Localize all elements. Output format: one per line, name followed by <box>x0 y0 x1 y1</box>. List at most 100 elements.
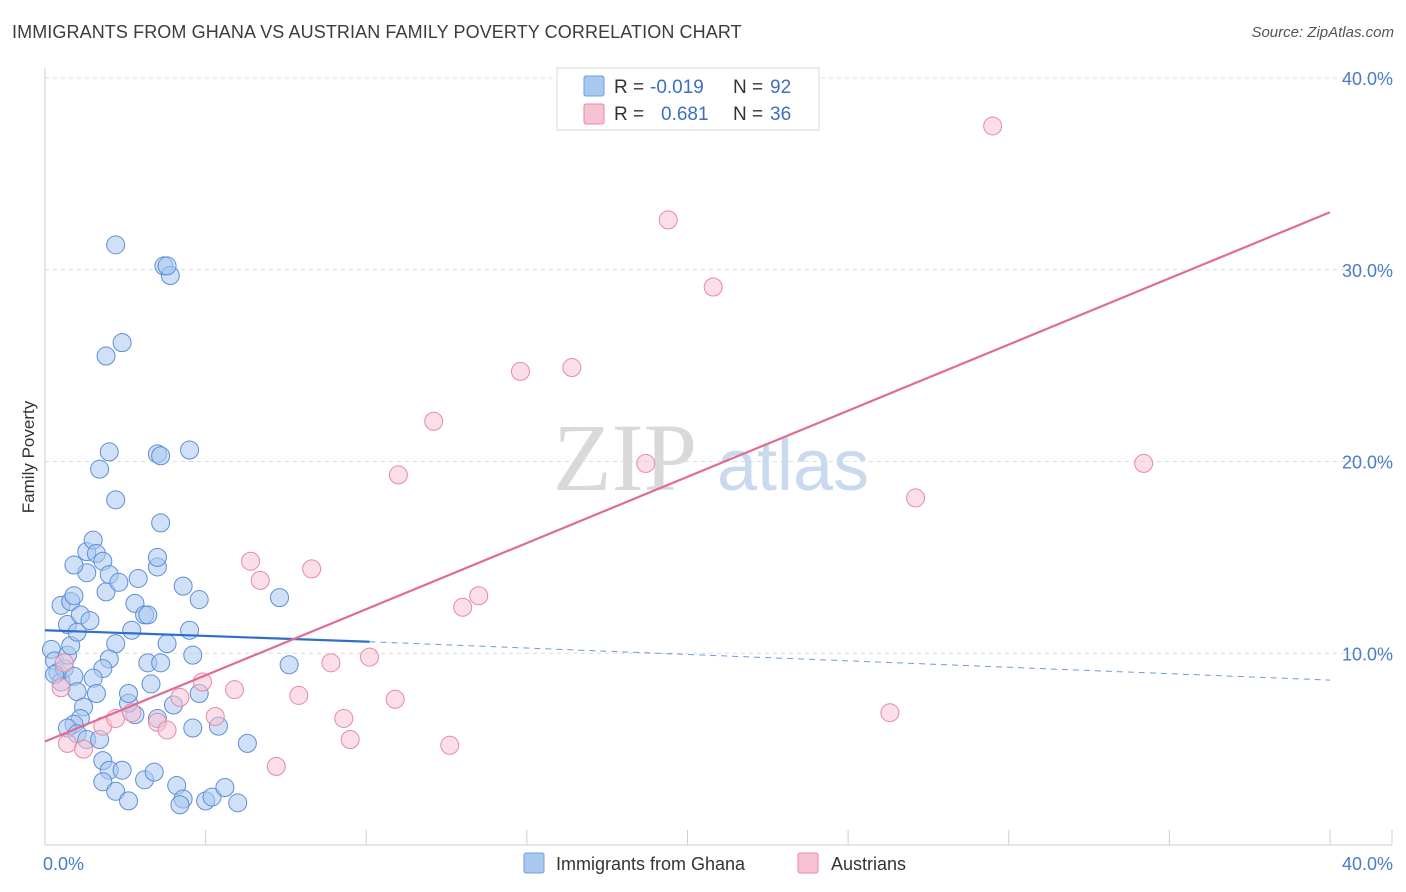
ghana-point <box>147 547 167 567</box>
austrians-point <box>983 116 1003 136</box>
ghana-point <box>151 653 171 673</box>
austrians-point <box>636 453 656 473</box>
y-tick-labels: 10.0% 20.0% 30.0% 40.0% <box>1342 69 1393 664</box>
stats-n-label-ghana: N = <box>733 77 763 98</box>
ghana-point <box>119 791 139 811</box>
austrians-point <box>469 586 489 606</box>
gridlines <box>45 77 1392 654</box>
ghana-point <box>122 620 142 640</box>
ghana-point <box>106 490 126 510</box>
ghana-point <box>183 718 203 738</box>
austrians-point <box>289 685 309 705</box>
ghana-point <box>99 442 119 462</box>
stats-r-label-austrians: R = <box>614 104 644 125</box>
legend-swatch-ghana[interactable] <box>523 852 545 874</box>
stats-legend: R = -0.019 N = 92 R = 0.681 N = 36 <box>556 67 820 131</box>
ghana-point <box>112 333 132 353</box>
bottom-legend: Immigrants from Ghana Austrians <box>523 852 906 874</box>
austrians-point <box>424 411 444 431</box>
ghana-point <box>170 795 190 815</box>
ghana-point <box>215 777 235 797</box>
ghana-point <box>83 668 103 688</box>
ghana-point <box>119 684 139 704</box>
austrians-point <box>74 739 94 759</box>
austrians-point <box>321 653 341 673</box>
austrians-point <box>340 730 360 750</box>
ghana-point <box>237 733 257 753</box>
ghana-point <box>183 645 203 665</box>
ghana-point <box>157 256 177 276</box>
legend-label-austrians[interactable]: Austrians <box>831 854 906 874</box>
ghana-point <box>151 513 171 533</box>
austrians-point <box>562 358 582 378</box>
austrians-point <box>57 733 77 753</box>
stats-n-value-ghana: 92 <box>770 77 791 98</box>
austrians-point <box>157 720 177 740</box>
ghana-point <box>86 684 106 704</box>
ghana-point <box>144 762 164 782</box>
stats-swatch-ghana <box>583 75 605 97</box>
ghana-point <box>151 446 171 466</box>
legend-label-ghana[interactable]: Immigrants from Ghana <box>556 854 746 874</box>
austrians-point <box>266 756 286 776</box>
ghana-point <box>173 576 193 596</box>
ghana-point <box>279 655 299 675</box>
legend-swatch-austrians[interactable] <box>797 852 819 874</box>
austrians-point <box>385 689 405 709</box>
ghana-point <box>128 568 148 588</box>
austrians-point <box>225 680 245 700</box>
watermark-zip: ZIP <box>553 404 697 511</box>
austrians-point <box>880 703 900 723</box>
trend-lines <box>44 211 1331 743</box>
stats-n-value-austrians: 36 <box>770 104 791 125</box>
austrians-point <box>54 653 74 673</box>
data-points <box>41 116 1154 815</box>
austrians-point <box>453 597 473 617</box>
stats-n-label-austrians: N = <box>733 104 763 125</box>
y-tick-label: 30.0% <box>1342 261 1393 281</box>
ghana-point <box>64 555 84 575</box>
austrians-point <box>1134 453 1154 473</box>
austrians-point <box>241 551 261 571</box>
austrians-point <box>51 678 71 698</box>
ghana-point <box>109 572 129 592</box>
austrians-point <box>359 647 379 667</box>
austrians-point <box>658 210 678 230</box>
y-tick-label: 10.0% <box>1342 644 1393 664</box>
ghana-point <box>96 582 116 602</box>
chart-title: IMMIGRANTS FROM GHANA VS AUSTRIAN FAMILY… <box>12 22 742 42</box>
stats-r-value-ghana: -0.019 <box>650 77 704 98</box>
ghana-point <box>96 346 116 366</box>
series-austrians-points <box>51 116 1154 776</box>
stats-swatch-austrians <box>583 103 605 125</box>
stats-r-label-ghana: R = <box>614 77 644 98</box>
ghana-point <box>112 760 132 780</box>
austrians-point <box>334 708 354 728</box>
ghana-point <box>180 440 200 460</box>
stats-r-value-austrians: 0.681 <box>661 104 709 125</box>
y-axis-label: Family Poverty <box>19 400 38 513</box>
austrians-point <box>906 488 926 508</box>
trend-line-ghana <box>44 629 370 643</box>
x-tick-labels: 0.0% 40.0% <box>43 854 1393 874</box>
y-tick-label: 20.0% <box>1342 453 1393 473</box>
chart-source: Source: ZipAtlas.com <box>1251 24 1394 41</box>
trend-line-austrians <box>44 211 1331 743</box>
ghana-point <box>189 590 209 610</box>
austrians-point <box>302 559 322 579</box>
ghana-point <box>106 781 126 801</box>
ghana-point <box>202 787 222 807</box>
austrians-point <box>440 735 460 755</box>
ghana-point <box>80 611 100 631</box>
x-tick-label: 0.0% <box>43 854 84 874</box>
ghana-point <box>138 605 158 625</box>
austrians-point <box>388 465 408 485</box>
watermark-atlas: atlas <box>717 426 869 506</box>
x-tick-label: 40.0% <box>1342 854 1393 874</box>
austrians-point <box>510 361 530 381</box>
austrians-point <box>170 687 190 707</box>
austrians-point <box>250 570 270 590</box>
ghana-point <box>157 634 177 654</box>
ghana-point <box>64 586 84 606</box>
